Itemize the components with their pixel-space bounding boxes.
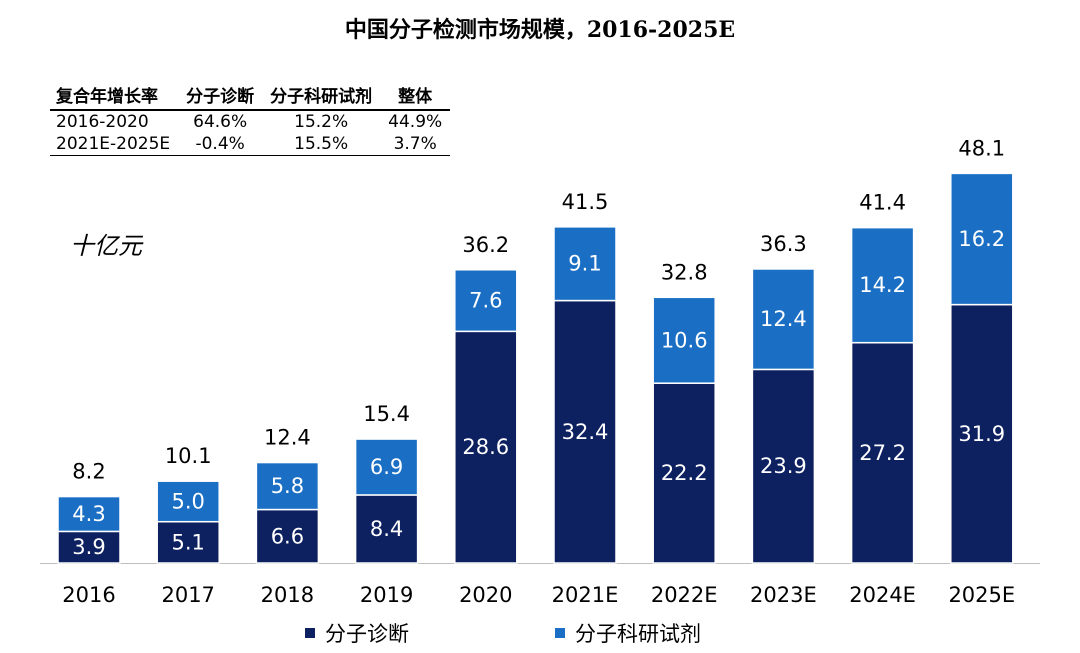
bar-total-label: 8.2 — [72, 460, 105, 484]
bar-total-label: 10.1 — [165, 444, 212, 468]
bar-diagnosis — [354, 494, 419, 564]
x-tick-label: 2017 — [161, 583, 214, 607]
cagr-row: 2021E-2025E -0.4% 15.5% 3.7% — [50, 133, 451, 156]
cagr-header-diagnosis: 分子诊断 — [178, 80, 263, 111]
bar-value-diagnosis: 31.9 — [958, 422, 1005, 446]
bar-value-diagnosis: 8.4 — [370, 517, 403, 541]
bar-total-label: 36.2 — [462, 233, 509, 257]
bar-value-research: 12.4 — [760, 307, 807, 331]
bar-value-research: 10.6 — [661, 328, 708, 352]
bar-total-label: 41.5 — [562, 190, 609, 214]
x-tick-label: 2019 — [360, 583, 413, 607]
bar-value-diagnosis: 32.4 — [562, 420, 609, 444]
bar-value-research: 16.2 — [958, 227, 1005, 251]
bar-diagnosis — [652, 382, 716, 564]
bar-value-diagnosis: 22.2 — [661, 461, 708, 485]
bar-diagnosis — [156, 520, 220, 564]
bar-value-diagnosis: 27.2 — [859, 441, 906, 465]
x-tick-label: 2025E — [948, 583, 1015, 607]
bar-total-label: 32.8 — [661, 260, 708, 284]
bar-diagnosis — [454, 330, 518, 564]
legend-swatch-diagnosis — [305, 628, 315, 638]
legend-item-research: 分子科研试剂 — [555, 618, 701, 648]
cagr-row: 2016-2020 64.6% 15.2% 44.9% — [50, 110, 450, 133]
legend-label-diagnosis: 分子诊断 — [325, 622, 409, 646]
legend-label-research: 分子科研试剂 — [575, 622, 701, 646]
bar-diagnosis — [751, 368, 816, 564]
bar-total-label: 41.4 — [859, 191, 906, 215]
cagr-table: 复合年增长率 分子诊断 分子科研试剂 整体 2016-2020 64.6% 15… — [50, 80, 451, 156]
bar-value-diagnosis: 23.9 — [760, 454, 807, 478]
cagr-header-row: 复合年增长率 分子诊断 分子科研试剂 整体 — [50, 80, 451, 111]
cagr-research-value: 15.5% — [262, 133, 381, 156]
bar-diagnosis — [553, 299, 617, 564]
cagr-overall-value: 3.7% — [380, 133, 451, 156]
cagr-period: 2016-2020 — [56, 112, 149, 132]
bar-diagnosis — [255, 508, 320, 564]
bar-research — [751, 268, 816, 371]
bar-value-research: 4.3 — [72, 502, 105, 526]
cagr-research-value: 15.2% — [294, 112, 349, 132]
x-tick-label: 2023E — [750, 583, 817, 607]
x-tick-label: 2021E — [552, 583, 619, 607]
x-tick-label: 2022E — [651, 583, 718, 607]
unit-label: 十亿元 — [70, 232, 142, 260]
bar-value-research: 5.8 — [271, 474, 304, 498]
cagr-header-overall: 整体 — [380, 80, 451, 111]
x-tick-label: 2020 — [459, 583, 512, 607]
bar-diagnosis — [850, 341, 915, 564]
bar-research — [850, 226, 915, 344]
legend-item-diagnosis: 分子诊断 — [305, 618, 409, 648]
bar-value-research: 5.0 — [171, 489, 204, 513]
chart-title: 中国分子检测市场规模，2016-2025E — [344, 17, 736, 43]
bar-value-diagnosis: 5.1 — [171, 530, 204, 554]
bar-total-label: 36.3 — [760, 232, 807, 256]
bar-value-research: 7.6 — [469, 289, 502, 313]
bar-research — [553, 226, 617, 302]
legend-swatch-research — [555, 628, 565, 638]
cagr-header-research: 分子科研试剂 — [262, 80, 381, 111]
bar-total-label: 15.4 — [363, 402, 410, 426]
bar-research — [156, 480, 220, 523]
bar-research — [255, 461, 320, 511]
bar-research — [950, 172, 1014, 306]
cagr-overall-value: 44.9% — [388, 112, 443, 132]
bar-value-diagnosis: 6.6 — [271, 524, 304, 548]
bar-total-label: 48.1 — [958, 136, 1005, 160]
cagr-diagnosis-value: -0.4% — [178, 133, 263, 156]
bar-diagnosis — [950, 303, 1014, 564]
cagr-header-label: 复合年增长率 — [50, 80, 179, 111]
x-tick-label: 2018 — [261, 583, 314, 607]
bar-research — [57, 495, 121, 533]
x-tick-label: 2024E — [849, 583, 916, 607]
bar-research — [354, 438, 419, 496]
bar-value-research: 9.1 — [568, 252, 601, 276]
bar-value-research: 6.9 — [370, 455, 403, 479]
cagr-diagnosis-value: 64.6% — [193, 112, 248, 132]
bar-total-label: 12.4 — [264, 426, 311, 450]
bar-value-research: 14.2 — [859, 273, 906, 297]
x-tick-label: 2016 — [62, 583, 115, 607]
bar-value-diagnosis: 3.9 — [72, 535, 105, 559]
bar-value-diagnosis: 28.6 — [462, 435, 509, 459]
bar-research — [652, 296, 716, 384]
cagr-period: 2021E-2025E — [50, 133, 179, 156]
bar-research — [454, 269, 518, 333]
